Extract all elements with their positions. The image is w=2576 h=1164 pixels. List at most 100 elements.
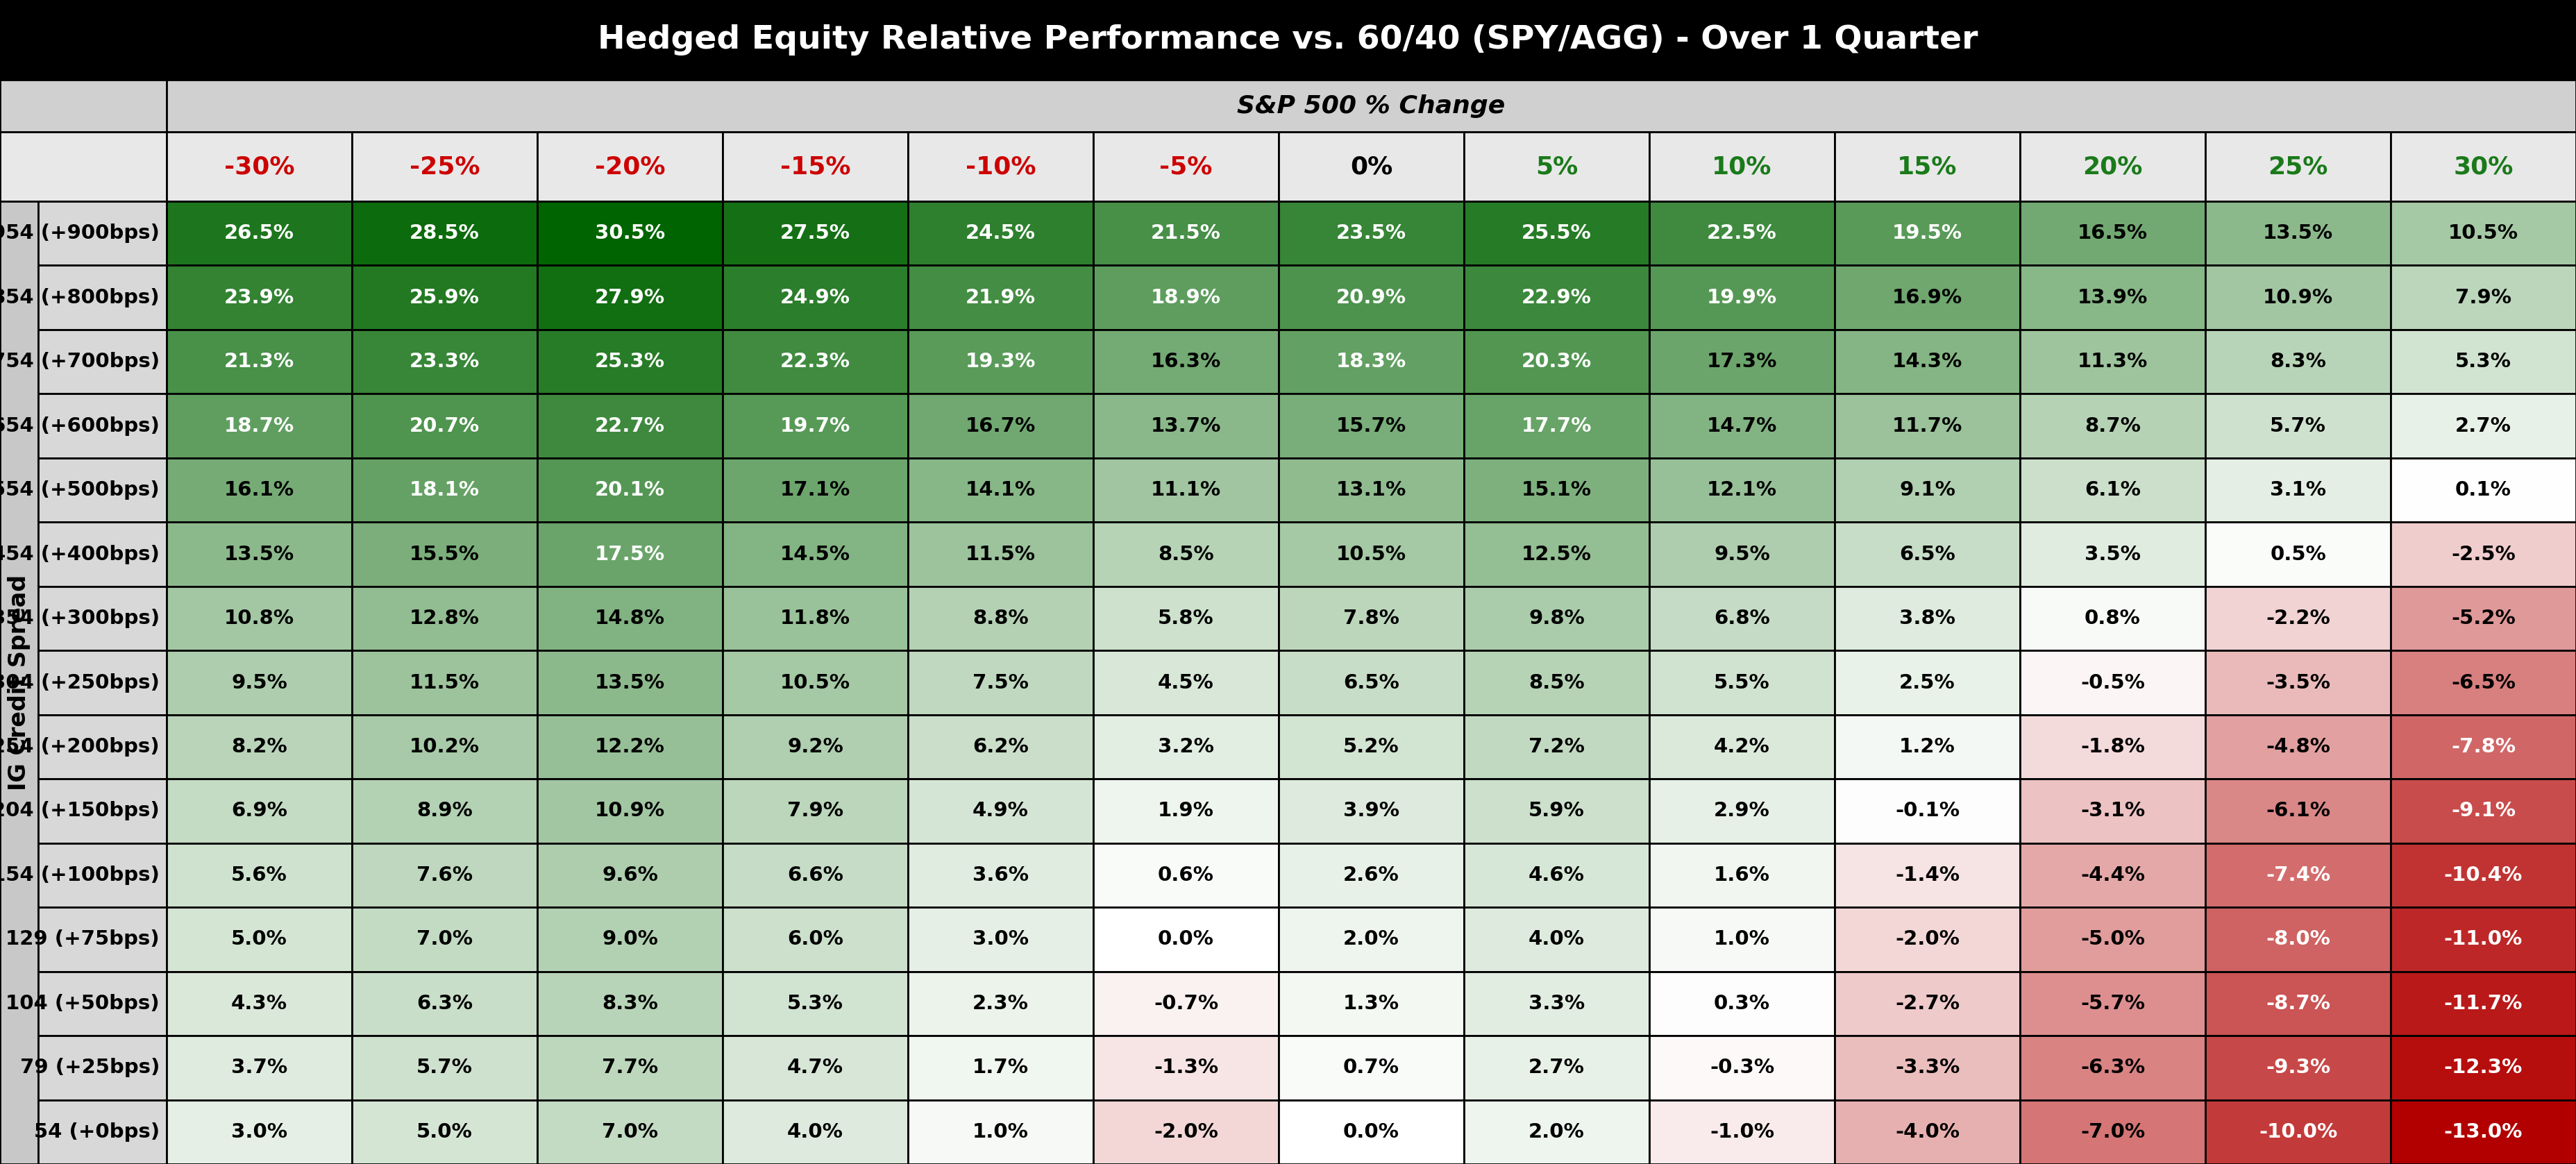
Text: 17.1%: 17.1%	[781, 481, 850, 499]
Bar	[538, 972, 724, 1036]
Text: 13.9%: 13.9%	[2076, 288, 2148, 307]
Bar	[1278, 1036, 1463, 1100]
Text: 0.7%: 0.7%	[1342, 1058, 1399, 1078]
Bar	[2391, 329, 2576, 393]
Text: 15.7%: 15.7%	[1337, 417, 1406, 435]
Bar	[2020, 523, 2205, 587]
Bar	[907, 201, 1092, 265]
Text: 12.1%: 12.1%	[1708, 481, 1777, 499]
Bar	[1278, 651, 1463, 715]
Bar	[907, 715, 1092, 779]
Text: 5.0%: 5.0%	[232, 930, 289, 949]
Text: 654 (+600bps): 654 (+600bps)	[0, 417, 160, 435]
Text: 12.5%: 12.5%	[1522, 545, 1592, 565]
Text: 0.5%: 0.5%	[2269, 545, 2326, 565]
Bar	[1649, 265, 1834, 329]
Text: 8.7%: 8.7%	[2084, 417, 2141, 435]
Bar	[1834, 972, 2020, 1036]
Bar	[1092, 1036, 1278, 1100]
Text: -2.0%: -2.0%	[1154, 1122, 1218, 1142]
Bar	[167, 265, 353, 329]
Text: 8.3%: 8.3%	[2269, 352, 2326, 371]
Bar	[1463, 201, 1649, 265]
Text: 2.7%: 2.7%	[1528, 1058, 1584, 1078]
Bar	[2020, 972, 2205, 1036]
Text: 25.9%: 25.9%	[410, 288, 479, 307]
Text: 0%: 0%	[1350, 155, 1394, 178]
Bar	[353, 1036, 538, 1100]
Bar	[1278, 393, 1463, 457]
Text: 13.5%: 13.5%	[2262, 223, 2334, 243]
Bar	[724, 457, 907, 523]
Text: 6.6%: 6.6%	[788, 866, 842, 885]
Text: 17.7%: 17.7%	[1522, 417, 1592, 435]
Text: 6.3%: 6.3%	[417, 994, 474, 1014]
Text: 1.0%: 1.0%	[1713, 930, 1770, 949]
Text: 7.8%: 7.8%	[1342, 609, 1399, 629]
Bar	[538, 587, 724, 651]
Text: -13.0%: -13.0%	[2445, 1122, 2522, 1142]
Bar	[39, 651, 167, 715]
Bar	[0, 80, 167, 132]
Text: 354 (+300bps): 354 (+300bps)	[0, 609, 160, 629]
Text: 129 (+75bps): 129 (+75bps)	[5, 930, 160, 949]
Bar	[353, 972, 538, 1036]
Text: 27.9%: 27.9%	[595, 288, 665, 307]
Bar	[538, 1100, 724, 1164]
Bar	[538, 457, 724, 523]
Bar	[353, 329, 538, 393]
Bar	[1092, 457, 1278, 523]
Text: 16.7%: 16.7%	[966, 417, 1036, 435]
Text: 10.2%: 10.2%	[410, 737, 479, 757]
Bar	[724, 715, 907, 779]
Text: 15%: 15%	[1899, 155, 1958, 178]
Bar	[724, 972, 907, 1036]
Bar	[2391, 265, 2576, 329]
Text: 5.6%: 5.6%	[232, 866, 289, 885]
Bar	[538, 651, 724, 715]
Bar	[907, 779, 1092, 843]
Text: 7.9%: 7.9%	[2455, 288, 2512, 307]
Text: 16.3%: 16.3%	[1151, 352, 1221, 371]
Text: 0.0%: 0.0%	[1157, 930, 1213, 949]
Text: 10.5%: 10.5%	[781, 673, 850, 693]
Bar	[2205, 651, 2391, 715]
Text: 11.3%: 11.3%	[2076, 352, 2148, 371]
Text: 8.5%: 8.5%	[1159, 545, 1213, 565]
Text: -8.7%: -8.7%	[2267, 994, 2331, 1014]
Text: 4.2%: 4.2%	[1713, 737, 1770, 757]
Bar	[353, 523, 538, 587]
Bar	[2020, 843, 2205, 907]
Text: -3.5%: -3.5%	[2267, 673, 2331, 693]
Bar	[724, 1100, 907, 1164]
Bar	[1463, 715, 1649, 779]
Bar	[1834, 1100, 2020, 1164]
Text: -15%: -15%	[781, 155, 850, 178]
Text: -6.1%: -6.1%	[2267, 801, 2331, 821]
Text: 20%: 20%	[2081, 155, 2143, 178]
Bar	[1278, 779, 1463, 843]
Bar	[353, 132, 538, 201]
Bar	[2391, 393, 2576, 457]
Text: 30.5%: 30.5%	[595, 223, 665, 243]
Bar	[353, 587, 538, 651]
Bar	[724, 201, 907, 265]
Bar	[2020, 132, 2205, 201]
Bar	[2205, 1100, 2391, 1164]
Text: -9.1%: -9.1%	[2450, 801, 2517, 821]
Bar	[2391, 972, 2576, 1036]
Text: 2.0%: 2.0%	[1528, 1122, 1584, 1142]
Bar	[1649, 715, 1834, 779]
Bar	[2391, 457, 2576, 523]
Text: -7.8%: -7.8%	[2450, 737, 2517, 757]
Text: 5.7%: 5.7%	[2269, 417, 2326, 435]
Bar	[1278, 265, 1463, 329]
Text: 5.0%: 5.0%	[417, 1122, 471, 1142]
Bar	[2205, 523, 2391, 587]
Text: 9.1%: 9.1%	[1899, 481, 1955, 499]
Text: 5.3%: 5.3%	[2455, 352, 2512, 371]
Text: 18.9%: 18.9%	[1151, 288, 1221, 307]
Bar	[1463, 907, 1649, 972]
Text: 2.0%: 2.0%	[1342, 930, 1399, 949]
Text: 5.9%: 5.9%	[1528, 801, 1584, 821]
